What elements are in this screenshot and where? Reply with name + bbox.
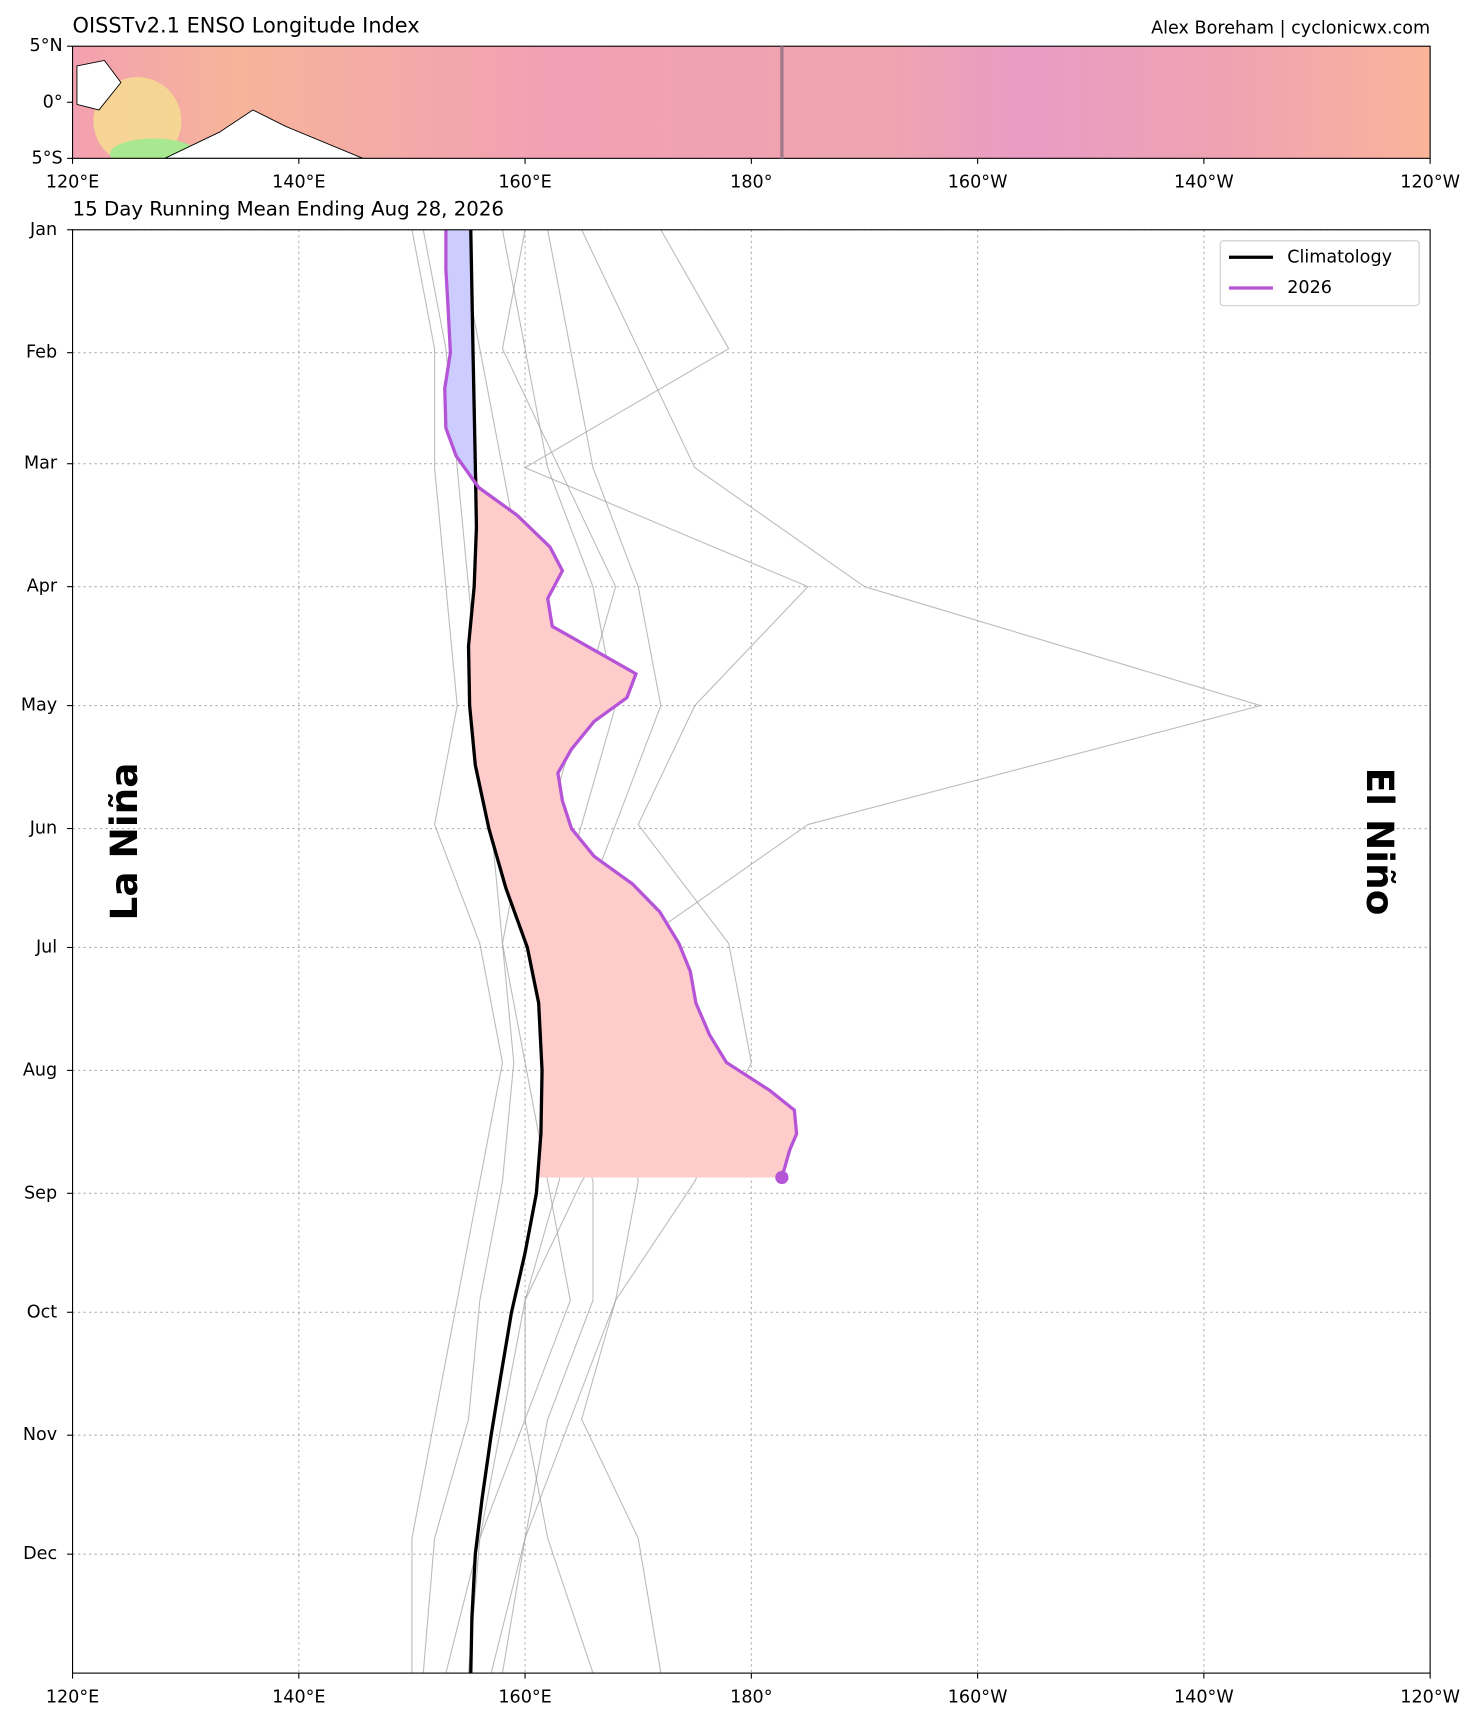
y-tick-label: Jan <box>29 220 57 240</box>
y-tick-label: Nov <box>23 1425 57 1445</box>
legend-label: Climatology <box>1287 247 1392 267</box>
x-tick-label: 160°E <box>498 173 551 193</box>
y-tick-label: Jul <box>35 937 57 957</box>
x-tick-label: 140°E <box>272 1687 325 1707</box>
x-tick-label: 160°W <box>948 173 1008 193</box>
historical-line <box>523 229 809 1674</box>
x-tick-label: 140°W <box>1174 1687 1234 1707</box>
y-tick-label: May <box>21 696 57 716</box>
x-tick-label: 120°E <box>46 173 99 193</box>
historical-line <box>422 229 515 1674</box>
y-tick-label: 0° <box>43 92 63 112</box>
annotation: El Niño <box>1358 768 1402 916</box>
legend-label: 2026 <box>1287 278 1332 298</box>
x-tick-label: 180° <box>730 1687 772 1707</box>
y-tick-label: 5°N <box>30 36 63 56</box>
y-tick-label: Mar <box>24 454 58 474</box>
y-tick-label: Dec <box>23 1544 57 1564</box>
end-point <box>775 1170 789 1185</box>
y-tick-label: 5°S <box>32 148 63 168</box>
x-tick-label: 160°E <box>498 1687 551 1707</box>
historical-line <box>411 229 504 1674</box>
y-tick-label: Aug <box>23 1060 57 1080</box>
fill-below <box>444 229 542 1178</box>
fill-above <box>468 229 797 1178</box>
series-line <box>466 229 544 1674</box>
plot-area <box>72 229 1431 1674</box>
annotation: La Niña <box>102 763 146 921</box>
x-tick-label: 140°W <box>1174 173 1234 193</box>
x-tick-label: 120°W <box>1400 1687 1460 1707</box>
chart-title: 15 Day Running Mean Ending Aug 28, 2026 <box>73 197 504 220</box>
y-tick-label: Sep <box>24 1183 57 1203</box>
x-tick-label: 120°E <box>46 1687 99 1707</box>
series-line <box>443 229 799 1178</box>
y-tick-label: Feb <box>26 343 57 363</box>
y-tick-label: Oct <box>27 1302 58 1322</box>
y-tick-label: Jun <box>29 819 57 839</box>
x-tick-label: 140°E <box>272 173 325 193</box>
y-tick-label: Apr <box>27 577 58 597</box>
x-tick-label: 160°W <box>948 1687 1008 1707</box>
x-tick-label: 120°W <box>1400 173 1460 193</box>
map-title: OISSTv2.1 ENSO Longitude Index <box>73 13 420 37</box>
sst-map <box>72 46 1431 159</box>
x-tick-label: 180° <box>730 173 772 193</box>
credit: Alex Boreham | cyclonicwx.com <box>1151 19 1430 39</box>
plot-frame <box>72 229 1431 1674</box>
